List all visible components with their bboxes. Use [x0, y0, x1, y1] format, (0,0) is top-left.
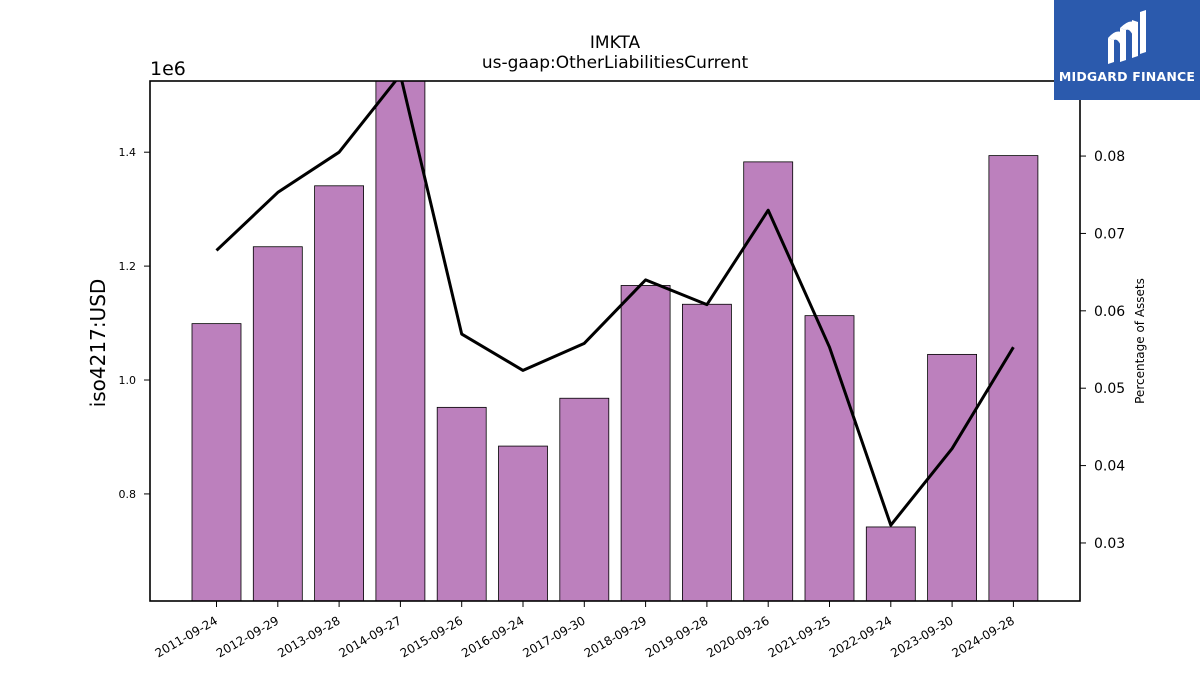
y-tick-label: 1.4 — [119, 146, 137, 159]
bar-2024-09-28 — [988, 155, 1039, 602]
chart-title: IMKTA — [590, 33, 641, 53]
bar-2014-09-27 — [375, 80, 426, 602]
chart-subtitle: us-gaap:OtherLiabilitiesCurrent — [482, 53, 749, 73]
y-tick-label: 1.2 — [119, 260, 137, 273]
x-tick-label: 2013-09-28 — [275, 613, 342, 660]
x-tick-label: 2011-09-24 — [153, 613, 220, 660]
x-tick-label: 2018-09-29 — [582, 613, 649, 660]
y2-tick-label: 0.08 — [1094, 149, 1125, 165]
bar-2016-09-24 — [498, 445, 548, 602]
x-tick-label: 2014-09-27 — [336, 613, 403, 660]
bar-2012-09-29 — [252, 246, 303, 602]
x-tick-label: 2022-09-24 — [827, 613, 894, 660]
y-tick-label: 1.0 — [119, 374, 137, 387]
y-axis-label: iso4217:USD — [86, 279, 110, 408]
bar-2013-09-28 — [314, 185, 365, 602]
y2-tick-label: 0.06 — [1094, 304, 1125, 320]
y2-tick-label: 0.07 — [1094, 226, 1125, 242]
logo-text: MIDGARD FINANCE — [1058, 69, 1196, 84]
x-tick-label: 2021-09-25 — [766, 613, 833, 660]
plot-frame — [149, 80, 1081, 602]
bar-2020-09-26 — [743, 161, 794, 602]
bar-2023-09-30 — [927, 353, 977, 602]
x-tick-label: 2020-09-26 — [704, 613, 771, 660]
y-tick-label: 0.8 — [119, 488, 137, 501]
x-tick-label: 2015-09-26 — [398, 613, 465, 660]
bar-2018-09-29 — [620, 285, 671, 602]
bar-2019-09-28 — [682, 303, 732, 602]
y2-axis-label: Percentage of Assets — [1133, 278, 1147, 404]
bar-2011-09-24 — [191, 323, 242, 602]
y2-tick-label: 0.03 — [1094, 536, 1125, 552]
bar-2021-09-25 — [804, 315, 855, 602]
bar-2015-09-26 — [436, 406, 487, 602]
bar-2022-09-24 — [865, 526, 916, 602]
brand-logo: MIDGARD FINANCE — [1054, 0, 1200, 100]
logo-mark-icon — [1108, 10, 1146, 64]
x-tick-label: 2012-09-29 — [214, 613, 281, 660]
x-tick-label: 2017-09-30 — [520, 613, 587, 660]
x-tick-label: 2016-09-24 — [459, 613, 526, 660]
x-tick-label: 2024-09-28 — [949, 613, 1016, 660]
y2-tick-label: 0.04 — [1094, 459, 1125, 475]
bar-2017-09-30 — [559, 397, 610, 602]
x-tick-label: 2019-09-28 — [643, 613, 710, 660]
percentage-line — [215, 81, 1015, 527]
y-offset-label: 1e6 — [150, 58, 186, 80]
x-tick-label: 2023-09-30 — [888, 613, 955, 660]
y2-tick-label: 0.05 — [1094, 381, 1125, 397]
